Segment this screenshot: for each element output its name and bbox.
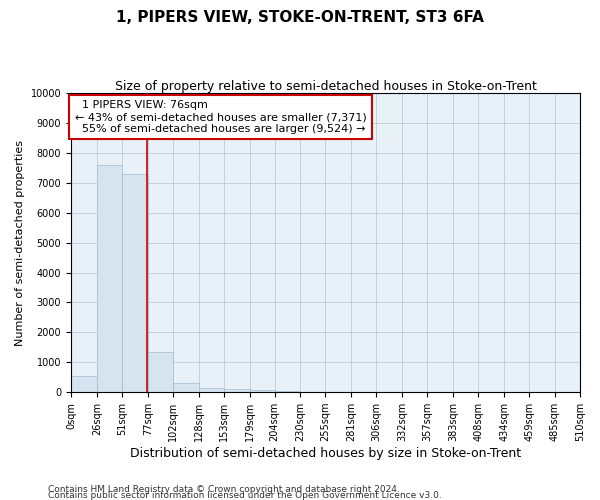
Bar (173, 383, 199, 392)
Title: Size of property relative to semi-detached houses in Stoke-on-Trent: Size of property relative to semi-detach… (115, 80, 536, 93)
Bar (250, 390, 275, 392)
Text: Contains public sector information licensed under the Open Government Licence v3: Contains public sector information licen… (48, 491, 442, 500)
Text: 1 PIPERS VIEW: 76sqm
← 43% of semi-detached houses are smaller (7,371)
  55% of : 1 PIPERS VIEW: 76sqm ← 43% of semi-detac… (75, 100, 367, 134)
Bar (122, 174, 148, 392)
Bar (224, 389, 250, 392)
Text: Contains HM Land Registry data © Crown copyright and database right 2024.: Contains HM Land Registry data © Crown c… (48, 485, 400, 494)
Bar (148, 352, 173, 392)
Bar (71, 376, 97, 392)
Bar (97, 165, 122, 392)
Bar (199, 388, 224, 392)
X-axis label: Distribution of semi-detached houses by size in Stoke-on-Trent: Distribution of semi-detached houses by … (130, 447, 521, 460)
Bar (275, 390, 301, 392)
Text: 1, PIPERS VIEW, STOKE-ON-TRENT, ST3 6FA: 1, PIPERS VIEW, STOKE-ON-TRENT, ST3 6FA (116, 10, 484, 25)
Y-axis label: Number of semi-detached properties: Number of semi-detached properties (15, 140, 25, 346)
